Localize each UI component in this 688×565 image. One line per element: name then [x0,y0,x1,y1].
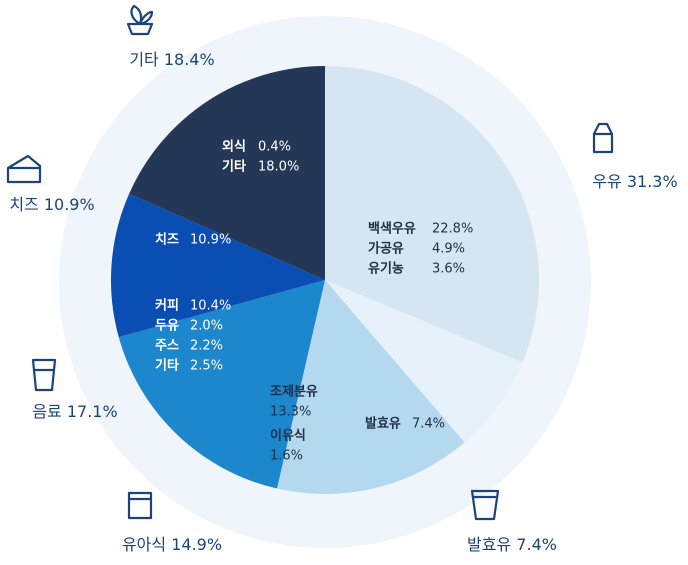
inner-label-value: 13.3% [270,405,311,420]
outer-label-name: 음료 [32,402,61,421]
inner-label-value: 18.0% [258,160,299,175]
inner-label-name: 기타 [222,159,246,175]
pie-slice [277,280,465,495]
outer-label-value: 10.9% [44,195,95,214]
outer-label: 유아식 14.9% [122,535,222,554]
inner-label-value: 10.4% [190,299,231,314]
inner-label-name: 유기농 [368,262,404,277]
inner-label-value: 22.8% [432,222,473,237]
outer-label-name: 우유 [592,172,621,191]
outer-label-name: 유아식 [122,535,166,554]
pie-slice [129,66,325,280]
pie-slice [325,280,523,443]
outer-label-value: 18.4% [164,50,215,69]
outer-label-value: 31.3% [627,172,678,191]
pie-slice [325,66,539,363]
inner-label-name: 두유 [155,319,179,334]
pie-slice [118,280,326,489]
icon [126,4,154,36]
outer-label-value: 17.1% [67,402,118,421]
icon [31,358,57,392]
inner-label-value: 2.5% [190,359,223,374]
inner-label-name: 치즈 [155,232,179,248]
outer-label-name: 발효유 [467,535,511,554]
pie-slice [110,193,325,338]
outer-label-name: 기타 [129,50,159,69]
inner-label-name: 커피 [155,299,179,314]
inner-label-group: 발효유 7.4% [365,416,445,432]
inner-label-name: 이유식 [270,428,306,444]
outer-label-value: 7.4% [516,535,557,554]
inner-label-value: 10.9% [190,233,231,248]
inner-label-name: 발효유 [365,416,401,432]
inner-label-group: 백색우유 22.8% 가공유 4.9% 유기농 3.6% [368,222,473,277]
inner-label-name: 기타 [155,358,179,374]
inner-label-value: 1.6% [270,449,303,464]
inner-label-name: 외식 [222,139,246,155]
outer-label: 치즈 10.9% [9,195,94,214]
icon [592,122,614,154]
inner-label-group: 조제분유 13.3% 이유식 1.6% [270,385,318,464]
inner-label-group: 외식 0.4% 기타 18.0% [222,139,299,175]
inner-label-group: 치즈 10.9% [155,232,231,248]
inner-label-name: 조제분유 [270,385,318,400]
inner-label-value: 7.4% [412,417,445,432]
icon [470,489,500,521]
outer-label-name: 치즈 [9,195,38,214]
inner-label-value: 2.2% [190,339,223,354]
outer-label: 음료 17.1% [32,402,117,421]
outer-label: 기타 18.4% [129,50,214,69]
inner-label-value: 2.0% [190,319,223,334]
inner-label-group: 커피 10.4% 두유 2.0% 주스 2.2% 기타 2.5% [155,299,231,374]
inner-label-value: 0.4% [258,140,291,155]
outer-label: 우유 31.3% [592,172,677,191]
icon [127,491,153,520]
icon [6,154,42,184]
inner-label-value: 3.6% [432,262,465,277]
inner-label-name: 백색우유 [368,222,416,237]
inner-label-value: 4.9% [432,242,465,257]
outer-label: 발효유 7.4% [467,535,557,554]
inner-label-name: 주스 [155,339,179,354]
outer-label-value: 14.9% [171,535,222,554]
inner-label-name: 가공유 [368,242,404,257]
